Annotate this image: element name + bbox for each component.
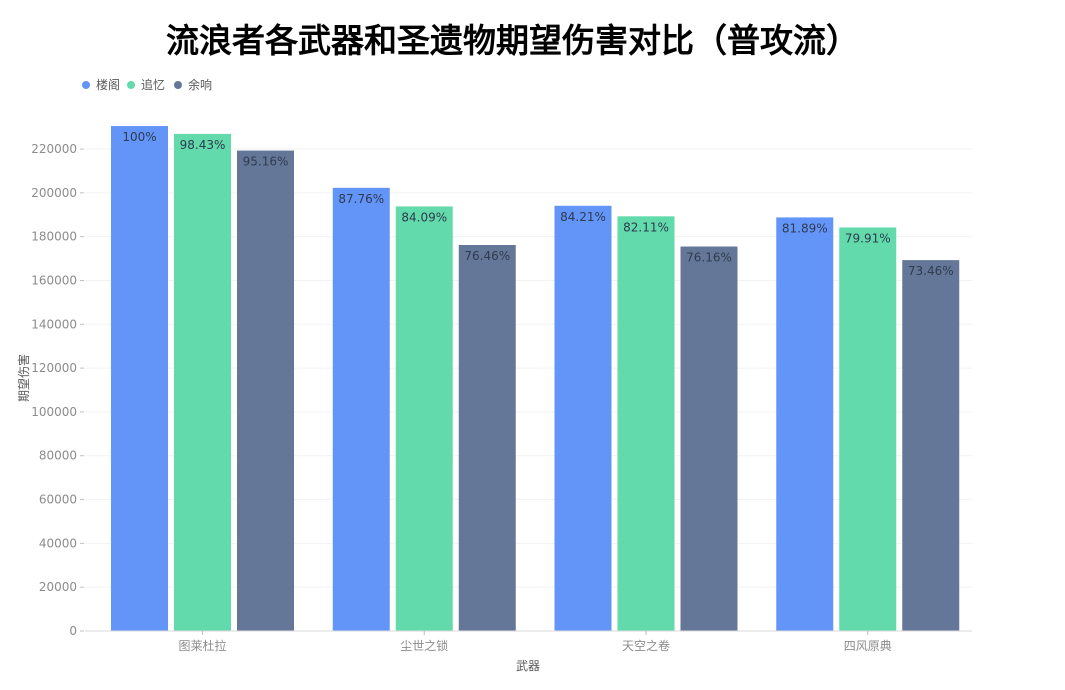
y-axis: 0 20000 40000 60000 80000 100000 120000 140000 1…: [31, 142, 84, 638]
y-axis-title: 期望伤害: [16, 354, 31, 402]
bar-data-label: 76.16%: [686, 251, 732, 265]
y-tick-label: 160000: [31, 273, 77, 287]
y-tick-label: 220000: [31, 142, 77, 156]
bar[interactable]: [395, 206, 453, 632]
y-tick-label: 100000: [31, 405, 77, 419]
bar[interactable]: [680, 246, 738, 631]
x-tick-label: 天空之卷: [622, 638, 670, 653]
legend-marker: [127, 81, 135, 89]
bar-data-label: 84.21%: [560, 210, 606, 224]
bar-data-label: 98.43%: [180, 138, 226, 152]
bar[interactable]: [839, 227, 897, 631]
y-tick-label: 20000: [39, 580, 77, 594]
x-axis-title: 武器: [516, 659, 540, 673]
x-axis: 图莱杜拉 尘世之锁 天空之卷 四风原典: [85, 630, 972, 653]
bar[interactable]: [237, 150, 294, 631]
legend: 楼阁 追忆 余响: [82, 77, 212, 92]
y-tick-label: 180000: [31, 230, 77, 244]
bar-data-label: 82.11%: [623, 220, 669, 234]
x-tick-label: 图莱杜拉: [178, 638, 226, 653]
bar-data-label: 100%: [122, 130, 156, 144]
y-tick-label: 140000: [31, 317, 77, 331]
bar[interactable]: [174, 133, 231, 631]
y-tick-label: 60000: [39, 493, 77, 507]
bar[interactable]: [554, 205, 612, 631]
y-tick-label: 120000: [31, 361, 77, 375]
bar-data-label: 76.46%: [464, 249, 510, 263]
chart-title: 流浪者各武器和圣遗物期望伤害对比（普攻流）: [166, 21, 859, 60]
bar-data-label: 84.09%: [401, 210, 447, 224]
y-tick-label: 0: [69, 624, 77, 638]
x-tick-label: 尘世之锁: [400, 638, 448, 653]
y-tick-label: 200000: [31, 186, 77, 200]
legend-label[interactable]: 余响: [188, 77, 212, 92]
bar[interactable]: [111, 126, 168, 631]
bar[interactable]: [617, 216, 675, 631]
bar-data-label: 81.89%: [782, 221, 828, 235]
legend-label[interactable]: 追忆: [141, 77, 165, 92]
legend-marker: [82, 81, 90, 89]
legend-label[interactable]: 楼阁: [96, 77, 120, 92]
y-tick-label: 80000: [39, 449, 77, 463]
y-tick-label: 40000: [39, 536, 77, 550]
bar[interactable]: [776, 217, 834, 631]
bar[interactable]: [458, 245, 516, 631]
bar-data-label: 95.16%: [243, 155, 289, 169]
bar-data-label: 73.46%: [908, 264, 954, 278]
legend-marker: [174, 81, 182, 89]
bar[interactable]: [902, 260, 960, 631]
x-tick-label: 四风原典: [844, 639, 892, 653]
bar[interactable]: [332, 187, 390, 631]
bars: 100% 98.43% 95.16% 87.76% 84.09% 76.46% 84.21%…: [111, 126, 960, 632]
bar-data-label: 79.91%: [845, 231, 891, 245]
bar-data-label: 87.76%: [338, 192, 384, 206]
